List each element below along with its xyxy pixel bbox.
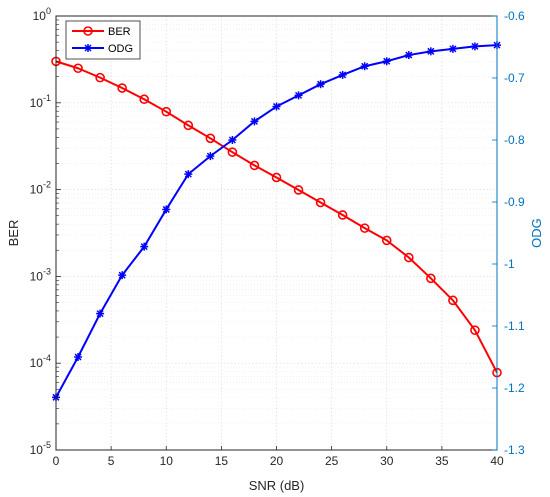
- x-tick-label: 20: [270, 454, 284, 468]
- data-point-odg: [96, 309, 105, 318]
- y-right-tick-label: -0.7: [504, 71, 525, 85]
- x-tick-label: 30: [380, 454, 394, 468]
- axes: 0 5 10 15 20 25 30 35 40 10-5 10-4 10-3 10-2 10-1 100 -…: [30, 6, 525, 468]
- data-point-odg: [404, 51, 413, 60]
- data-point-odg: [250, 117, 259, 126]
- y-left-tick-label: 10-2: [30, 180, 51, 197]
- x-tick-label: 25: [325, 454, 339, 468]
- data-point-ber: [470, 325, 480, 335]
- data-point-ber: [381, 235, 392, 246]
- y-right-tick-label: -0.9: [504, 195, 525, 209]
- data-point-ber: [315, 197, 326, 208]
- series-line-ber: [55, 60, 498, 374]
- legend: BER ODG: [65, 20, 141, 60]
- data-point-odg: [426, 47, 435, 56]
- data-point-odg: [206, 152, 215, 161]
- data-point-ber: [73, 63, 83, 74]
- data-point-odg: [470, 42, 479, 51]
- y-left-axis-title: BER: [6, 220, 21, 247]
- x-tick-label: 0: [53, 454, 60, 468]
- series-layer: [51, 41, 502, 402]
- data-point-odg: [118, 271, 127, 280]
- legend-odg-label: ODG: [108, 43, 133, 55]
- x-tick-label: 5: [108, 454, 115, 468]
- data-point-ber: [448, 295, 458, 306]
- data-point-odg: [316, 80, 325, 89]
- data-point-ber: [117, 83, 127, 93]
- data-point-ber: [227, 147, 238, 157]
- data-point-odg: [448, 44, 457, 53]
- y-right-axis-title: ODG: [529, 218, 544, 248]
- data-point-ber: [139, 94, 149, 105]
- data-point-ber: [403, 252, 414, 263]
- y-right-tick-label: -1.2: [504, 381, 525, 395]
- x-tick-label: 40: [490, 454, 504, 468]
- data-point-odg: [140, 242, 149, 251]
- data-point-odg: [272, 102, 281, 111]
- data-point-odg: [360, 62, 369, 71]
- data-point-odg: [338, 70, 347, 79]
- legend-odg-marker: [84, 44, 92, 52]
- data-point-ber: [183, 120, 194, 131]
- y-right-tick-label: -0.8: [504, 133, 525, 147]
- legend-ber-label: BER: [108, 26, 131, 38]
- data-point-odg: [382, 57, 391, 66]
- y-left-tick-label: 10-4: [30, 353, 51, 370]
- x-axis-title: SNR (dB): [249, 478, 305, 493]
- legend-ber-marker: [83, 26, 93, 36]
- y-left-tick-label: 10-5: [30, 440, 51, 457]
- data-point-ber: [293, 185, 304, 195]
- data-point-ber: [161, 106, 172, 117]
- data-point-ber: [249, 160, 260, 171]
- data-point-ber: [271, 172, 282, 183]
- data-point-odg: [228, 136, 237, 144]
- legend-box: [65, 20, 141, 60]
- data-point-ber: [95, 72, 105, 83]
- y-left-tick-label: 10-3: [30, 266, 51, 283]
- data-point-ber: [337, 210, 348, 220]
- data-point-ber: [426, 273, 436, 284]
- x-tick-label: 15: [215, 454, 229, 468]
- data-point-odg: [184, 170, 193, 179]
- y-right-tick-label: -1.1: [504, 319, 525, 333]
- data-point-odg: [294, 91, 303, 100]
- data-point-ber: [205, 133, 216, 144]
- x-tick-label: 10: [160, 454, 174, 468]
- data-point-odg: [162, 205, 171, 214]
- y-left-tick-label: 10-1: [30, 93, 51, 110]
- data-point-ber: [359, 223, 370, 233]
- data-point-odg: [74, 353, 83, 361]
- y-right-tick-label: -1: [504, 257, 515, 271]
- x-tick-label: 35: [435, 454, 449, 468]
- y-left-tick-label: 100: [33, 6, 51, 23]
- y-right-tick-label: -0.6: [504, 9, 525, 23]
- y-right-tick-label: -1.3: [504, 443, 525, 457]
